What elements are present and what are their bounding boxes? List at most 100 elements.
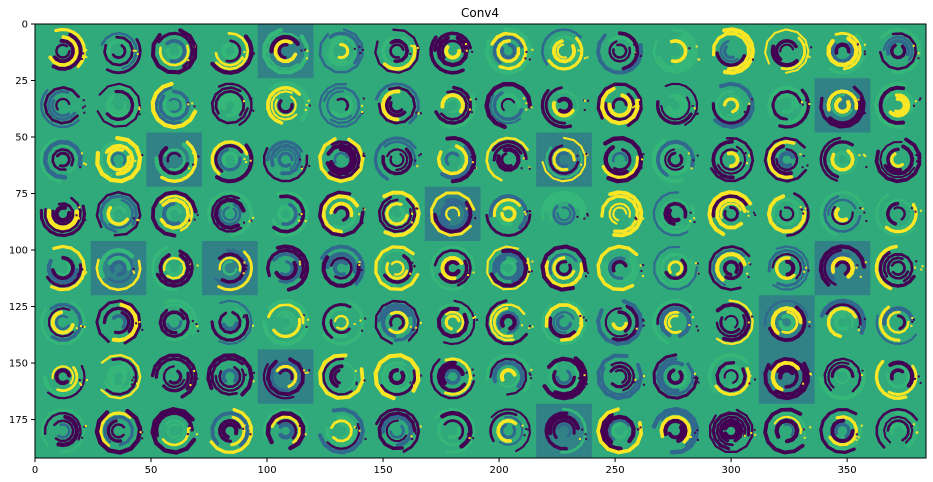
- activation-dot: [910, 324, 913, 327]
- activation-stroke: [484, 27, 533, 76]
- activation-dot: [751, 315, 754, 318]
- activation-dot: [919, 152, 922, 155]
- activation-dot: [583, 109, 586, 112]
- activation-stroke: [326, 90, 352, 121]
- activation-dot: [298, 260, 301, 263]
- activation-stroke: [826, 251, 851, 282]
- activation-dot: [131, 379, 134, 382]
- activation-dot: [530, 106, 533, 109]
- activation-stroke: [329, 201, 354, 218]
- activation-stroke: [381, 147, 413, 176]
- activation-dot: [132, 49, 135, 52]
- activation-dot: [583, 374, 586, 377]
- activation-stroke: [51, 98, 71, 118]
- activation-stroke: [217, 250, 254, 292]
- activation-dot: [468, 436, 471, 439]
- activation-dot: [80, 152, 83, 155]
- activation-stroke: [325, 251, 358, 274]
- activation-stroke: [225, 39, 242, 63]
- activation-dot: [808, 325, 811, 328]
- activation-stroke: [104, 143, 135, 176]
- activation-dot: [697, 272, 700, 275]
- activation-stroke: [333, 205, 350, 222]
- activation-dot: [409, 325, 412, 328]
- activation-dot: [361, 221, 364, 224]
- activation-stroke: [436, 306, 469, 339]
- activation-stroke: [326, 36, 357, 67]
- activation-stroke: [159, 194, 194, 232]
- activation-stroke: [55, 43, 71, 59]
- activation-stroke: [436, 144, 469, 176]
- activation-stroke: [603, 145, 629, 176]
- feature-map-tile: [703, 132, 759, 187]
- activation-stroke: [100, 353, 142, 400]
- activation-dot: [81, 106, 84, 109]
- activation-stroke: [98, 248, 135, 279]
- activation-stroke: [886, 365, 911, 389]
- activation-dot: [637, 98, 640, 101]
- activation-dot: [253, 371, 256, 374]
- activation-dot: [808, 102, 811, 105]
- activation-dot: [583, 99, 586, 102]
- activation-dot: [810, 46, 813, 49]
- activation-dot: [642, 217, 645, 220]
- activation-dot: [83, 105, 86, 108]
- activation-dot: [691, 104, 694, 107]
- activation-stroke: [280, 260, 294, 277]
- activation-stroke: [218, 366, 242, 389]
- activation-stroke: [659, 143, 692, 176]
- activation-dot: [694, 262, 697, 265]
- activation-dot: [412, 380, 415, 383]
- activation-stroke: [551, 39, 577, 64]
- feature-map-tile: [424, 295, 481, 350]
- activation-dot: [861, 369, 864, 372]
- activation-dot: [475, 318, 478, 321]
- activation-stroke: [164, 299, 198, 336]
- activation-stroke: [707, 190, 753, 237]
- activation-dot: [806, 164, 809, 167]
- activation-dot: [188, 219, 191, 222]
- activation-dot: [141, 154, 144, 157]
- y-tick-label: 0: [22, 20, 28, 31]
- activation-dot: [865, 166, 868, 169]
- activation-dot: [302, 268, 305, 271]
- activation-stroke: [822, 140, 854, 179]
- activation-stroke: [336, 97, 349, 111]
- activation-stroke: [166, 151, 181, 163]
- activation-stroke: [277, 151, 294, 168]
- activation-stroke: [218, 310, 242, 335]
- activation-dot: [85, 163, 88, 166]
- activation-dot: [298, 213, 301, 216]
- activation-dot: [914, 266, 917, 269]
- activation-dot: [692, 159, 695, 162]
- activation-stroke: [773, 415, 802, 435]
- feature-map-tile: [591, 295, 648, 350]
- activation-stroke: [603, 414, 636, 445]
- activation-dot: [409, 381, 412, 384]
- feature-map-tile: [257, 403, 314, 458]
- activation-stroke: [373, 136, 417, 181]
- feature-map-tile: [369, 349, 425, 404]
- activation-stroke: [163, 148, 186, 172]
- activation-dot: [196, 264, 199, 267]
- activation-stroke: [325, 306, 348, 339]
- activation-dot: [915, 207, 918, 210]
- activation-dot: [802, 382, 805, 385]
- activation-dot: [141, 431, 144, 434]
- activation-stroke: [659, 252, 691, 284]
- activation-dot: [305, 57, 308, 60]
- activation-dot: [585, 319, 588, 322]
- activation-stroke: [56, 151, 71, 168]
- activation-stroke: [221, 422, 239, 439]
- activation-dot: [523, 434, 526, 437]
- activation-dot: [304, 108, 307, 111]
- activation-dot: [362, 154, 365, 157]
- activation-dot: [583, 57, 586, 60]
- feature-map-tile: [591, 78, 648, 133]
- activation-dot: [689, 219, 692, 222]
- activation-stroke: [555, 314, 573, 331]
- activation-stroke: [874, 359, 908, 400]
- activation-stroke: [489, 94, 522, 125]
- activation-stroke: [48, 35, 79, 67]
- activation-dot: [750, 56, 753, 59]
